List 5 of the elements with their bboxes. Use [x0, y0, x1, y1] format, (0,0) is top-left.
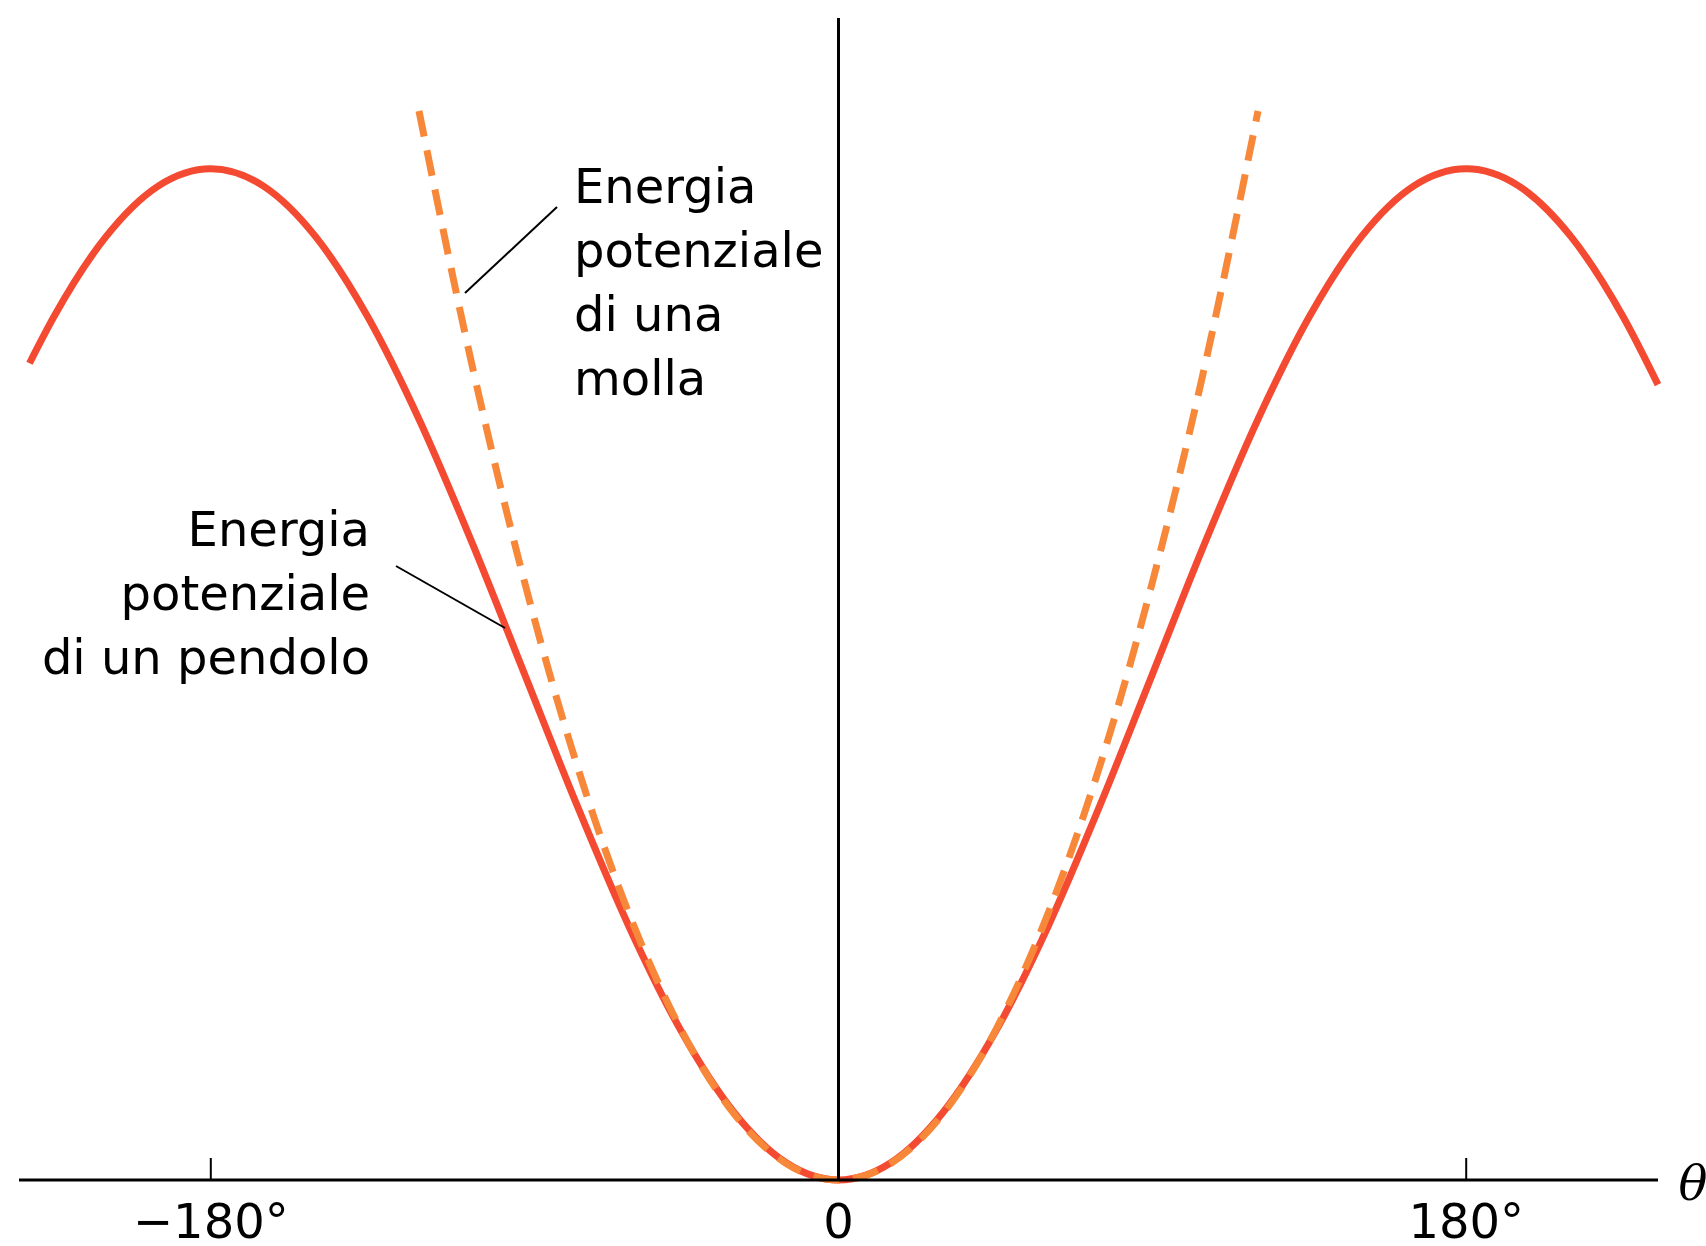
- x-tick-label: 180°: [1408, 1193, 1525, 1246]
- series-label: Energia potenziale di un pendolo: [41, 501, 370, 685]
- x-tick-label: −180°: [132, 1193, 289, 1246]
- x-tick-label: 0: [823, 1193, 854, 1246]
- series-label: Energia potenziale di una molla: [574, 158, 824, 406]
